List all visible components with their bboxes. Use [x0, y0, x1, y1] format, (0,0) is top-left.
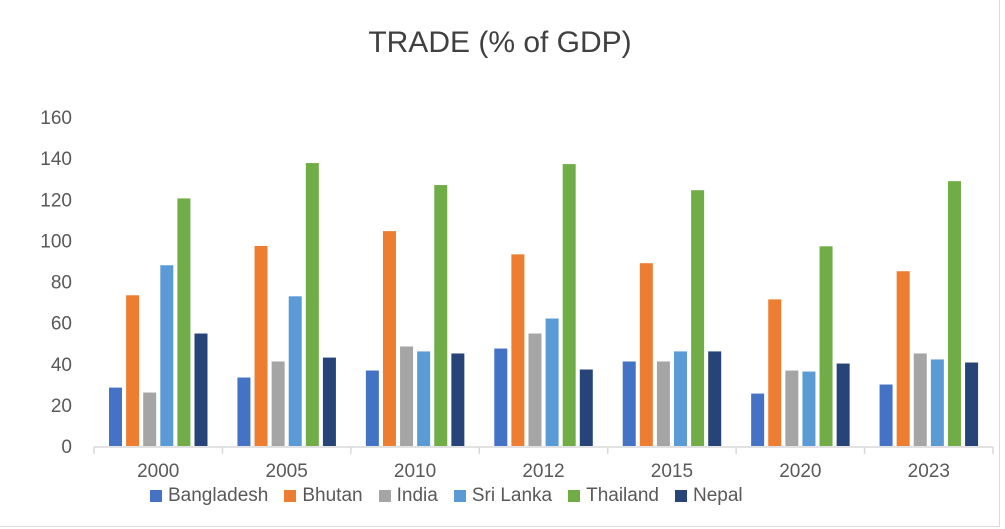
bar-india-2020	[785, 370, 799, 446]
y-tick-label: 0	[61, 437, 72, 458]
bar-bhutan-2000	[126, 295, 140, 446]
legend-item: India	[378, 485, 438, 507]
bar-sri-lanka-2020	[802, 371, 816, 446]
x-tick-label: 2020	[779, 461, 821, 482]
legend-item: Nepal	[674, 485, 743, 507]
legend-label: Sri Lanka	[471, 485, 553, 506]
legend-label: Bangladesh	[168, 485, 269, 506]
legend-label: Thailand	[586, 485, 659, 506]
legend-swatch	[150, 490, 162, 502]
bar-sri-lanka-2010	[417, 351, 431, 446]
bar-india-2012	[528, 333, 542, 446]
bar-sri-lanka-2012	[545, 318, 559, 446]
x-tick-label: 2000	[137, 461, 179, 482]
bar-bangladesh-2023	[879, 384, 893, 446]
legend-label: India	[396, 485, 438, 506]
bar-bangladesh-2015	[622, 361, 636, 446]
y-tick-label: 160	[40, 108, 72, 129]
bar-bhutan-2015	[639, 263, 653, 446]
legend-swatch	[453, 490, 466, 502]
bar-bhutan-2005	[254, 245, 268, 446]
legend-swatch	[284, 490, 297, 502]
bar-bangladesh-2005	[237, 377, 251, 446]
bar-bangladesh-2010	[365, 370, 379, 446]
bar-nepal-2000	[194, 333, 208, 446]
bar-bangladesh-2000	[109, 387, 122, 446]
bar-thailand-2005	[305, 163, 319, 446]
bar-nepal-2005	[322, 357, 336, 446]
bar-nepal-2023	[965, 362, 979, 446]
x-tick-label: 2023	[908, 461, 950, 482]
y-tick-label: 20	[51, 396, 72, 417]
bar-india-2010	[400, 346, 414, 446]
legend: Bangladesh Bhutan India Sri Lanka Thailand Ne…	[150, 485, 743, 507]
bar-nepal-2020	[836, 363, 850, 446]
x-tick-label: 2010	[394, 461, 436, 482]
bar-bhutan-2023	[896, 271, 910, 446]
bar-india-2015	[656, 361, 670, 446]
bar-bhutan-2010	[382, 231, 396, 446]
legend-item: Bhutan	[284, 485, 363, 507]
legend-item: Bangladesh	[150, 485, 268, 507]
bar-nepal-2010	[451, 353, 465, 446]
y-tick-label: 140	[40, 149, 72, 170]
chart-title: TRADE (% of GDP)	[368, 26, 632, 59]
legend-swatch	[378, 490, 391, 502]
bar-bangladesh-2020	[751, 393, 765, 446]
legend-item: Sri Lanka	[453, 485, 553, 507]
bar-thailand-2015	[691, 190, 705, 446]
bar-sri-lanka-2023	[930, 359, 944, 446]
bar-india-2000	[143, 392, 157, 446]
bar-thailand-2020	[819, 246, 833, 446]
y-tick-label: 120	[40, 190, 72, 211]
legend-label: Nepal	[692, 485, 743, 506]
legend-swatch	[674, 490, 687, 502]
y-tick-label: 80	[51, 273, 72, 294]
x-tick-label: 2012	[522, 461, 564, 482]
legend-item: Thailand	[568, 485, 659, 507]
bar-bhutan-2012	[511, 254, 525, 446]
bar-sri-lanka-2005	[288, 296, 302, 446]
bar-bhutan-2020	[768, 299, 782, 446]
y-tick-label: 40	[51, 355, 72, 376]
bar-sri-lanka-2015	[674, 351, 688, 446]
bar-india-2005	[271, 361, 285, 446]
bar-nepal-2015	[708, 351, 722, 446]
bar-thailand-2000	[177, 198, 191, 446]
legend-label: Bhutan	[302, 485, 363, 506]
bar-nepal-2012	[579, 369, 593, 446]
y-tick-label: 60	[51, 314, 72, 335]
bar-india-2023	[913, 353, 927, 446]
bar-thailand-2010	[434, 185, 448, 446]
legend-swatch	[568, 490, 581, 502]
bar-sri-lanka-2000	[160, 265, 174, 446]
x-tick-label: 2015	[651, 461, 693, 482]
bar-bangladesh-2012	[494, 348, 508, 446]
bar-thailand-2012	[562, 164, 576, 446]
y-tick-label: 100	[40, 231, 72, 252]
x-tick-label: 2005	[266, 461, 308, 482]
bar-thailand-2023	[947, 181, 961, 446]
